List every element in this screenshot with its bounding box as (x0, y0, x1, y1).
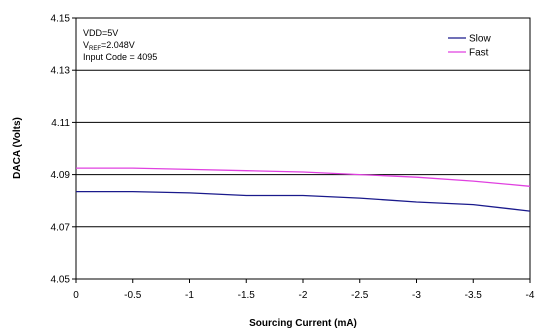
x-tick-label: -0.5 (124, 290, 142, 301)
annotation-vdd: VDD=5V (83, 28, 118, 38)
x-tick-label: -2 (299, 290, 308, 301)
x-tick-label: 0 (73, 290, 79, 301)
y-tick-label: 4.05 (51, 275, 71, 286)
y-tick-label: 4.13 (51, 66, 71, 77)
x-axis-ticks: 0 -0.5 -1 -1.5 -2 -2.5 -3 -3.5 -4 (73, 279, 535, 301)
y-tick-label: 4.09 (51, 170, 71, 181)
y-tick-label: 4.11 (51, 118, 70, 129)
legend-label-slow: Slow (469, 34, 491, 45)
x-axis-title: Sourcing Current (mA) (249, 318, 357, 329)
annotation-input-code: Input Code = 4095 (83, 52, 157, 62)
y-axis-ticks: 4.05 4.07 4.09 4.11 4.13 4.15 (51, 14, 76, 286)
x-tick-label: -3 (412, 290, 421, 301)
x-tick-label: -1 (185, 290, 194, 301)
y-tick-label: 4.15 (51, 14, 71, 25)
y-axis-title: DACA (Volts) (12, 117, 23, 179)
x-tick-label: -2.5 (351, 290, 369, 301)
x-tick-label: -3.5 (465, 290, 483, 301)
x-tick-label: -1.5 (238, 290, 256, 301)
legend-label-fast: Fast (469, 48, 489, 59)
y-tick-label: 4.07 (51, 222, 71, 233)
x-tick-label: -4 (526, 290, 535, 301)
